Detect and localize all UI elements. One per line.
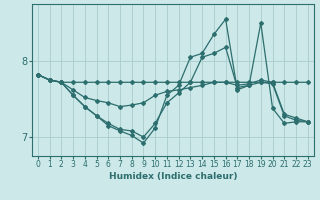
X-axis label: Humidex (Indice chaleur): Humidex (Indice chaleur) — [108, 172, 237, 181]
